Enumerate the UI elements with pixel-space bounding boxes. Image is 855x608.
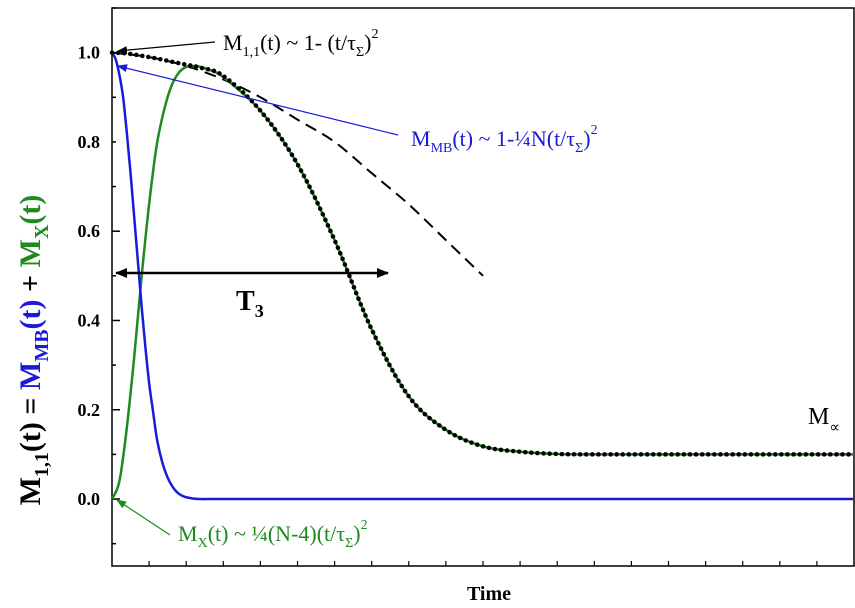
mx-arrow (116, 499, 171, 536)
y-tick-label: 0.6 (78, 221, 101, 241)
mx-label: MX(t) ~ ¼(N-4)(t/τΣ)2 (178, 518, 368, 551)
series-total-line (109, 50, 855, 457)
series-approx-line (111, 51, 484, 277)
mmb-label: MMB(t) ~ 1-¼N(t/τΣ)2 (411, 123, 598, 156)
y-tick-labels: 0.0 0.2 0.4 0.6 0.8 1.0 (78, 43, 101, 509)
m-infinity-label: M∝ (808, 404, 840, 436)
y-tick-label: 0.2 (78, 400, 101, 420)
series-mb-line (110, 51, 854, 501)
mmb-arrow (117, 64, 399, 136)
svg-text:M1,1(t) = MMB(t) + MX(t): M1,1(t) = MMB(t) + MX(t) (14, 195, 53, 506)
m11-label: M1,1(t) ~ 1- (t/τΣ)2 (223, 27, 378, 60)
y-tick-label: 0.0 (78, 489, 101, 509)
series-group (109, 50, 855, 501)
x-axis-title: Time (467, 583, 511, 605)
axis-ticks (112, 7, 818, 566)
t3-label: T3 (236, 286, 264, 321)
m11-arrow (117, 41, 216, 55)
y-tick-label: 0.8 (78, 132, 101, 152)
y-tick-label: 0.4 (78, 310, 101, 330)
y-tick-label: 1.0 (78, 43, 101, 63)
y-axis-title: M1,1(t) = MMB(t) + MX(t) (14, 195, 53, 506)
